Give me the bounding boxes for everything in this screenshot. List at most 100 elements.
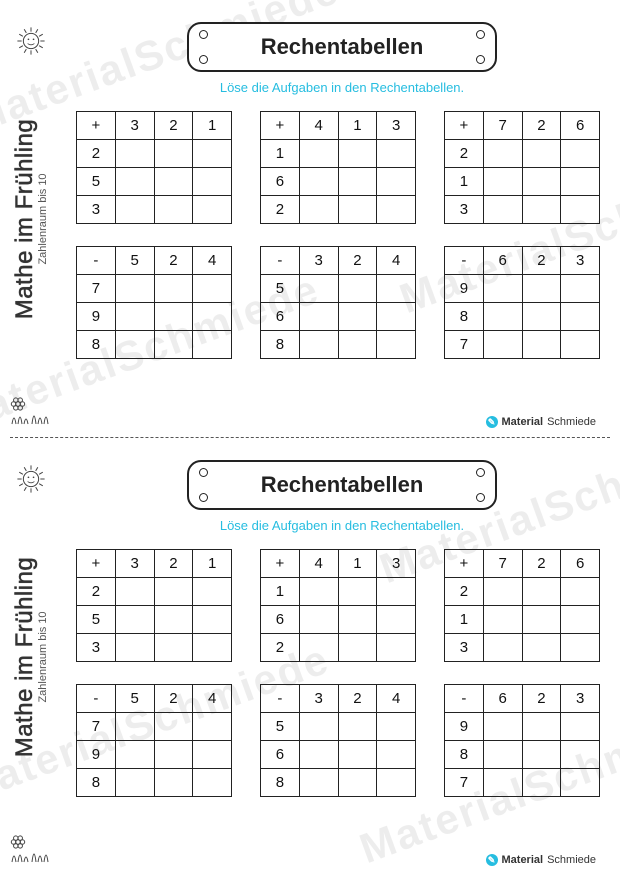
answer-cell[interactable] bbox=[338, 578, 377, 606]
answer-cell[interactable] bbox=[561, 634, 600, 662]
answer-cell[interactable] bbox=[561, 275, 600, 303]
answer-cell[interactable] bbox=[483, 140, 522, 168]
answer-cell[interactable] bbox=[483, 196, 522, 224]
answer-cell[interactable] bbox=[483, 713, 522, 741]
answer-cell[interactable] bbox=[115, 275, 154, 303]
answer-cell[interactable] bbox=[483, 275, 522, 303]
answer-cell[interactable] bbox=[483, 769, 522, 797]
answer-cell[interactable] bbox=[522, 303, 561, 331]
answer-cell[interactable] bbox=[115, 713, 154, 741]
answer-cell[interactable] bbox=[522, 331, 561, 359]
answer-cell[interactable] bbox=[561, 769, 600, 797]
answer-cell[interactable] bbox=[522, 275, 561, 303]
answer-cell[interactable] bbox=[522, 578, 561, 606]
answer-cell[interactable] bbox=[522, 741, 561, 769]
answer-cell[interactable] bbox=[522, 769, 561, 797]
answer-cell[interactable] bbox=[483, 331, 522, 359]
answer-cell[interactable] bbox=[338, 713, 377, 741]
answer-cell[interactable] bbox=[483, 634, 522, 662]
answer-cell[interactable] bbox=[154, 578, 193, 606]
answer-cell[interactable] bbox=[193, 578, 232, 606]
answer-cell[interactable] bbox=[338, 275, 377, 303]
answer-cell[interactable] bbox=[115, 741, 154, 769]
answer-cell[interactable] bbox=[299, 713, 338, 741]
answer-cell[interactable] bbox=[154, 303, 193, 331]
answer-cell[interactable] bbox=[561, 140, 600, 168]
answer-cell[interactable] bbox=[154, 713, 193, 741]
answer-cell[interactable] bbox=[299, 275, 338, 303]
answer-cell[interactable] bbox=[115, 578, 154, 606]
answer-cell[interactable] bbox=[561, 578, 600, 606]
answer-cell[interactable] bbox=[299, 168, 338, 196]
answer-cell[interactable] bbox=[561, 331, 600, 359]
answer-cell[interactable] bbox=[377, 578, 416, 606]
answer-cell[interactable] bbox=[483, 578, 522, 606]
answer-cell[interactable] bbox=[377, 741, 416, 769]
answer-cell[interactable] bbox=[561, 303, 600, 331]
answer-cell[interactable] bbox=[522, 634, 561, 662]
answer-cell[interactable] bbox=[299, 634, 338, 662]
answer-cell[interactable] bbox=[338, 168, 377, 196]
answer-cell[interactable] bbox=[338, 634, 377, 662]
answer-cell[interactable] bbox=[483, 168, 522, 196]
answer-cell[interactable] bbox=[377, 331, 416, 359]
answer-cell[interactable] bbox=[115, 196, 154, 224]
answer-cell[interactable] bbox=[299, 769, 338, 797]
answer-cell[interactable] bbox=[338, 769, 377, 797]
answer-cell[interactable] bbox=[561, 606, 600, 634]
answer-cell[interactable] bbox=[154, 634, 193, 662]
answer-cell[interactable] bbox=[193, 196, 232, 224]
answer-cell[interactable] bbox=[377, 634, 416, 662]
answer-cell[interactable] bbox=[299, 140, 338, 168]
answer-cell[interactable] bbox=[193, 140, 232, 168]
answer-cell[interactable] bbox=[377, 303, 416, 331]
answer-cell[interactable] bbox=[377, 606, 416, 634]
answer-cell[interactable] bbox=[522, 196, 561, 224]
answer-cell[interactable] bbox=[115, 331, 154, 359]
answer-cell[interactable] bbox=[193, 168, 232, 196]
answer-cell[interactable] bbox=[193, 741, 232, 769]
answer-cell[interactable] bbox=[299, 606, 338, 634]
answer-cell[interactable] bbox=[299, 741, 338, 769]
answer-cell[interactable] bbox=[193, 769, 232, 797]
answer-cell[interactable] bbox=[338, 196, 377, 224]
answer-cell[interactable] bbox=[154, 606, 193, 634]
answer-cell[interactable] bbox=[377, 275, 416, 303]
answer-cell[interactable] bbox=[193, 275, 232, 303]
answer-cell[interactable] bbox=[154, 331, 193, 359]
answer-cell[interactable] bbox=[377, 713, 416, 741]
answer-cell[interactable] bbox=[377, 140, 416, 168]
answer-cell[interactable] bbox=[299, 196, 338, 224]
answer-cell[interactable] bbox=[154, 741, 193, 769]
answer-cell[interactable] bbox=[115, 769, 154, 797]
answer-cell[interactable] bbox=[561, 741, 600, 769]
answer-cell[interactable] bbox=[338, 606, 377, 634]
answer-cell[interactable] bbox=[377, 196, 416, 224]
answer-cell[interactable] bbox=[338, 331, 377, 359]
answer-cell[interactable] bbox=[193, 713, 232, 741]
answer-cell[interactable] bbox=[561, 168, 600, 196]
answer-cell[interactable] bbox=[115, 303, 154, 331]
answer-cell[interactable] bbox=[522, 713, 561, 741]
answer-cell[interactable] bbox=[338, 303, 377, 331]
answer-cell[interactable] bbox=[338, 140, 377, 168]
answer-cell[interactable] bbox=[154, 275, 193, 303]
answer-cell[interactable] bbox=[377, 769, 416, 797]
answer-cell[interactable] bbox=[522, 606, 561, 634]
answer-cell[interactable] bbox=[154, 168, 193, 196]
answer-cell[interactable] bbox=[377, 168, 416, 196]
answer-cell[interactable] bbox=[561, 713, 600, 741]
answer-cell[interactable] bbox=[483, 606, 522, 634]
answer-cell[interactable] bbox=[299, 578, 338, 606]
answer-cell[interactable] bbox=[193, 634, 232, 662]
answer-cell[interactable] bbox=[154, 140, 193, 168]
answer-cell[interactable] bbox=[115, 140, 154, 168]
answer-cell[interactable] bbox=[561, 196, 600, 224]
answer-cell[interactable] bbox=[115, 634, 154, 662]
answer-cell[interactable] bbox=[483, 303, 522, 331]
answer-cell[interactable] bbox=[115, 606, 154, 634]
answer-cell[interactable] bbox=[483, 741, 522, 769]
answer-cell[interactable] bbox=[338, 741, 377, 769]
answer-cell[interactable] bbox=[193, 331, 232, 359]
answer-cell[interactable] bbox=[299, 303, 338, 331]
